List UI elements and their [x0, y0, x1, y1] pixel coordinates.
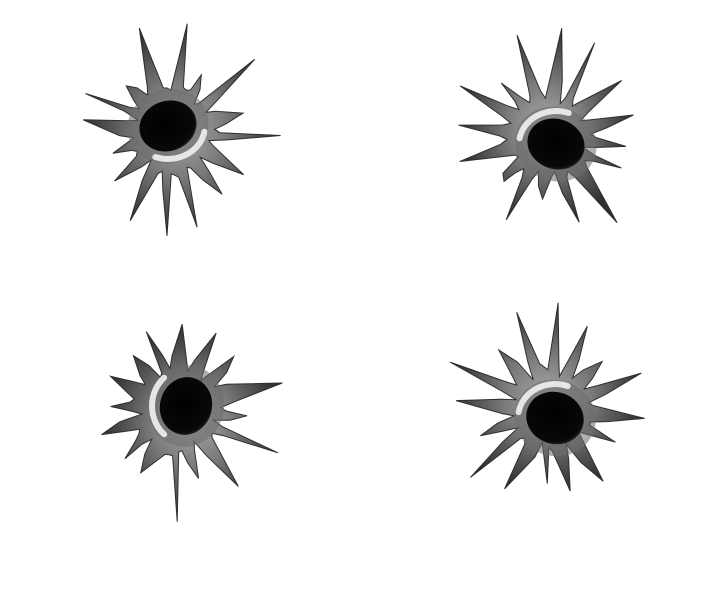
bullet-hole-icon	[139, 100, 197, 152]
bullet-hole-bottom-left	[101, 324, 283, 522]
bullet-holes-group	[82, 23, 645, 522]
rim-highlight	[152, 128, 208, 162]
bullet-hole-bottom-right	[449, 302, 645, 492]
bullet-hole-icon	[527, 118, 585, 170]
bullet-hole-icon	[159, 377, 213, 435]
rim-highlight	[149, 374, 168, 438]
rim-highlight	[516, 108, 572, 142]
rim-highlight	[515, 381, 571, 416]
bullet-hole-top-left	[82, 23, 281, 236]
bullet-hole-top-right	[458, 28, 634, 224]
bullet-hole-icon	[526, 391, 584, 445]
